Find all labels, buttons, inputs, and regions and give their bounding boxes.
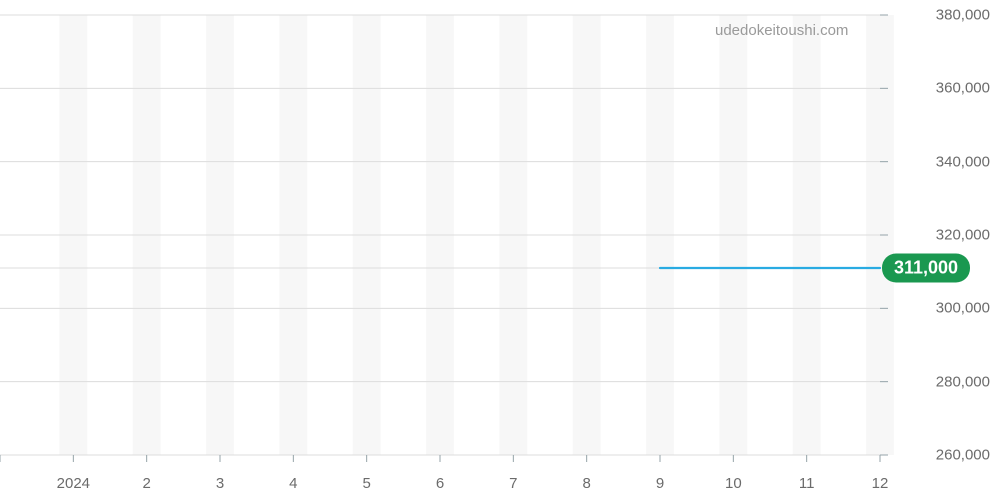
- x-axis-labels: 2024 2 3 4 5 6 7 8 9 10 11 12: [0, 455, 1000, 500]
- y-tick-label: 380,000: [936, 7, 990, 24]
- x-tick-label: 5: [362, 475, 370, 492]
- y-tick-label: 280,000: [936, 373, 990, 390]
- x-tick-label: 2024: [57, 475, 90, 492]
- x-tick-label: 7: [509, 475, 517, 492]
- value-badge: 311,000: [882, 254, 970, 283]
- y-tick-label: 320,000: [936, 227, 990, 244]
- x-tick-label: 12: [872, 475, 889, 492]
- y-axis-labels: 260,000280,000300,000320,000340,000360,0…: [892, 0, 1000, 500]
- watermark-text: udedokeitoushi.com: [715, 22, 848, 39]
- x-tick-label: 10: [725, 475, 742, 492]
- chart-svg: [0, 0, 1000, 500]
- y-tick-label: 340,000: [936, 153, 990, 170]
- x-tick-label: 8: [582, 475, 590, 492]
- x-tick-label: 2: [142, 475, 150, 492]
- x-tick-label: 3: [216, 475, 224, 492]
- x-tick-label: 11: [799, 475, 815, 492]
- x-tick-label: 6: [436, 475, 444, 492]
- y-tick-label: 300,000: [936, 300, 990, 317]
- x-tick-label: 4: [289, 475, 297, 492]
- x-tick-label: 9: [656, 475, 664, 492]
- y-tick-label: 360,000: [936, 80, 990, 97]
- price-chart: 260,000280,000300,000320,000340,000360,0…: [0, 0, 1000, 500]
